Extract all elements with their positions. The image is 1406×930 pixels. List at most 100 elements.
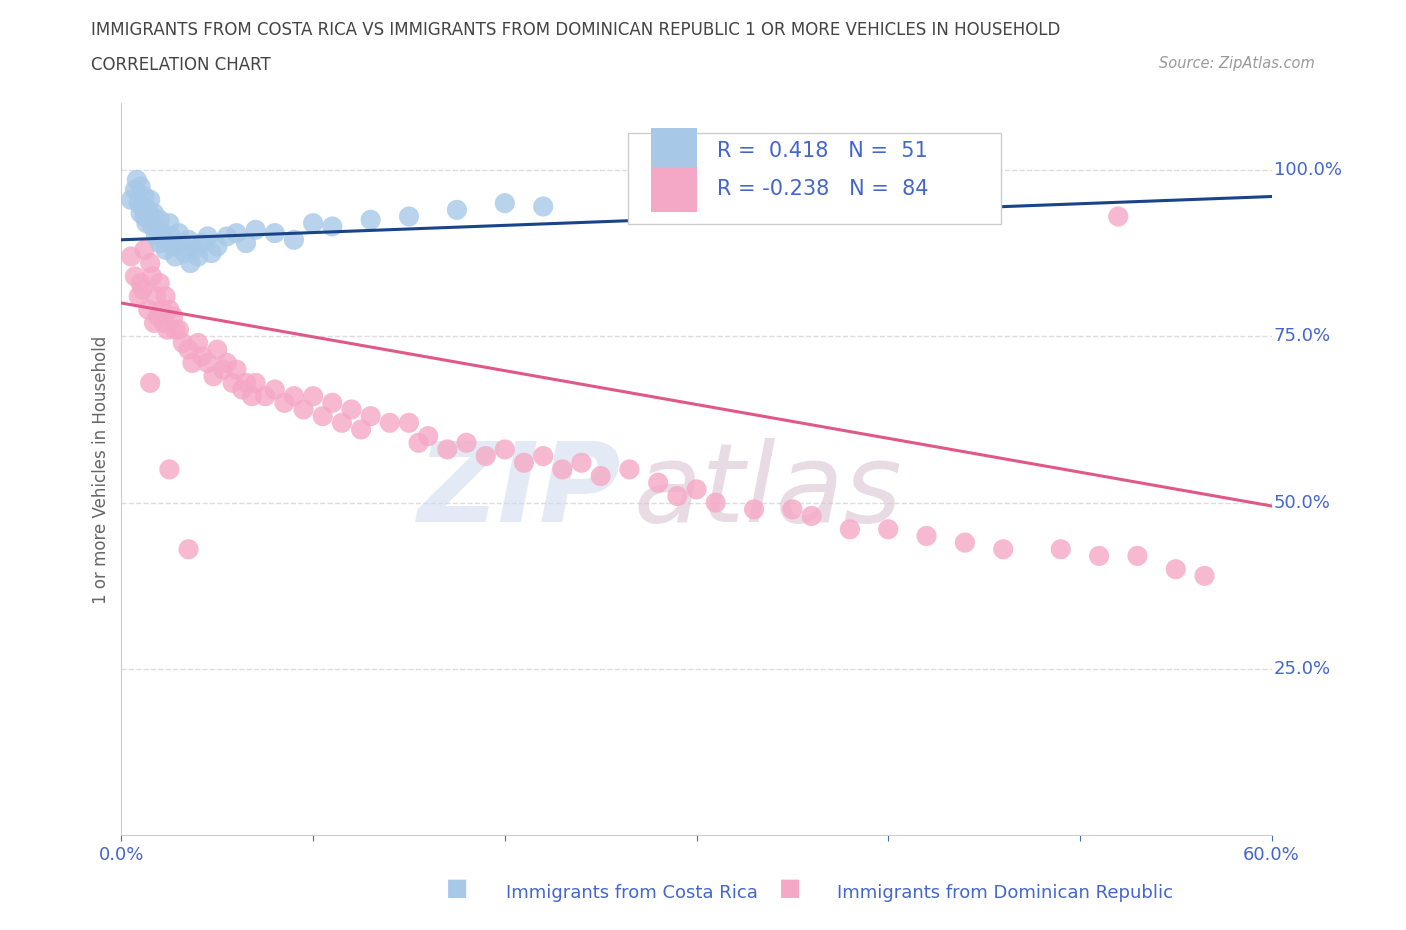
Point: [173, 246, 195, 260]
Y-axis label: 1 or more Vehicles in Household: 1 or more Vehicles in Household: [93, 336, 110, 604]
Point: [408, 435, 430, 450]
Point: [145, 229, 167, 244]
Point: [129, 206, 152, 220]
Point: [263, 226, 285, 241]
Point: [321, 395, 343, 410]
Point: [474, 448, 496, 463]
Point: [619, 462, 641, 477]
Point: [685, 482, 707, 497]
Point: [162, 309, 184, 324]
Point: [187, 336, 209, 351]
Point: [207, 239, 229, 254]
Text: R = -0.238   N =  84: R = -0.238 N = 84: [717, 179, 929, 199]
Point: [160, 229, 183, 244]
Point: [202, 369, 225, 384]
Point: [456, 435, 478, 450]
Point: [494, 195, 516, 210]
Point: [446, 203, 468, 218]
Point: [167, 226, 190, 241]
Point: [120, 249, 142, 264]
Point: [136, 203, 159, 218]
Point: [436, 442, 458, 457]
Point: [162, 239, 184, 254]
Point: [398, 209, 420, 224]
Text: ZIP: ZIP: [418, 438, 621, 545]
Point: [207, 342, 229, 357]
Point: [340, 402, 363, 417]
Point: [666, 488, 689, 503]
Text: 25.0%: 25.0%: [1274, 660, 1331, 678]
Point: [156, 322, 179, 337]
Point: [263, 382, 285, 397]
Point: [1107, 209, 1129, 224]
Point: [1126, 549, 1149, 564]
Point: [136, 302, 159, 317]
Point: [172, 336, 194, 351]
Point: [283, 232, 305, 247]
Point: [245, 222, 267, 237]
Point: [139, 193, 162, 207]
Point: [170, 235, 193, 250]
Point: [283, 389, 305, 404]
Text: 100.0%: 100.0%: [1274, 161, 1341, 179]
Point: [150, 302, 173, 317]
Point: [915, 528, 938, 543]
Point: [165, 249, 187, 264]
Text: Immigrants from Dominican Republic: Immigrants from Dominican Republic: [837, 884, 1173, 902]
Point: [125, 172, 148, 187]
Text: ■: ■: [446, 876, 468, 900]
Point: [134, 243, 156, 258]
Point: [589, 469, 612, 484]
Point: [131, 283, 153, 298]
Point: [398, 416, 420, 431]
Point: [221, 376, 243, 391]
Bar: [651, 128, 696, 173]
Point: [145, 289, 167, 304]
Point: [165, 322, 187, 337]
Point: [225, 226, 247, 241]
Point: [212, 362, 235, 377]
Point: [551, 462, 574, 477]
Point: [321, 219, 343, 234]
Point: [254, 389, 277, 404]
Point: [330, 416, 353, 431]
Point: [1088, 549, 1111, 564]
Point: [155, 289, 177, 304]
Point: [155, 243, 177, 258]
Point: [215, 355, 238, 370]
Point: [877, 522, 900, 537]
Point: [838, 522, 860, 537]
FancyBboxPatch shape: [627, 133, 1001, 224]
Bar: [651, 166, 696, 212]
Point: [1049, 542, 1071, 557]
Text: Source: ZipAtlas.com: Source: ZipAtlas.com: [1159, 56, 1315, 71]
Point: [177, 342, 200, 357]
Text: 75.0%: 75.0%: [1274, 327, 1331, 345]
Point: [418, 429, 440, 444]
Text: ■: ■: [779, 876, 801, 900]
Point: [157, 216, 180, 231]
Point: [183, 243, 205, 258]
Point: [800, 509, 823, 524]
Point: [350, 422, 373, 437]
Point: [143, 206, 166, 220]
Point: [187, 249, 209, 264]
Point: [124, 269, 146, 284]
Point: [129, 179, 152, 194]
Point: [149, 235, 172, 250]
Point: [139, 212, 162, 227]
Point: [191, 235, 214, 250]
Point: [149, 212, 172, 227]
Point: [157, 462, 180, 477]
Point: [302, 389, 325, 404]
Point: [378, 416, 401, 431]
Point: [134, 189, 156, 204]
Text: CORRELATION CHART: CORRELATION CHART: [91, 56, 271, 73]
Point: [231, 382, 253, 397]
Point: [1194, 568, 1216, 583]
Point: [141, 219, 163, 234]
Text: Immigrants from Costa Rica: Immigrants from Costa Rica: [506, 884, 758, 902]
Point: [128, 195, 150, 210]
Point: [245, 376, 267, 391]
Point: [953, 535, 976, 550]
